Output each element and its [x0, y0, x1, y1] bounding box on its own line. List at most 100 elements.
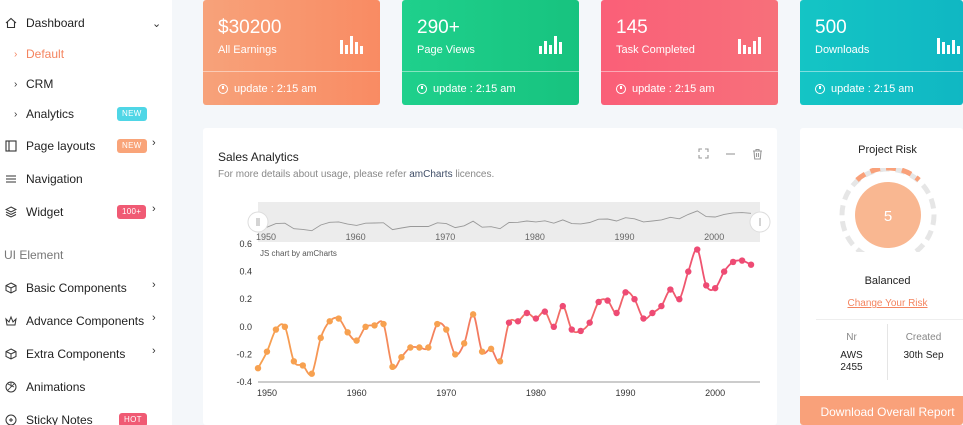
data-point [478, 348, 486, 355]
stat-card-downloads: 500 Downloads update : 2:15 am [800, 0, 963, 105]
sidebar-item-default[interactable]: › Default [0, 41, 172, 67]
card-divider [203, 71, 380, 72]
data-point [389, 363, 396, 371]
sidebar-item-label: Extra Components [26, 347, 126, 361]
data-point [577, 327, 584, 335]
x-tick-label: 2000 [705, 388, 725, 398]
x-tick-label: 1980 [526, 388, 546, 398]
change-risk-link[interactable]: Change Your Risk [847, 298, 928, 309]
data-point [443, 326, 450, 333]
series-line [257, 248, 752, 376]
card-title: Sales Analytics [218, 150, 299, 164]
stat-card-page-views: 290+ Page Views update : 2:15 am [402, 0, 579, 105]
y-tick-label: 0.4 [239, 267, 252, 277]
sidebar-item-widget[interactable]: Widget 100+ › [0, 199, 172, 225]
update-row: update : 2:15 am [218, 83, 317, 95]
minimize-icon[interactable] [725, 148, 736, 163]
box-icon [4, 281, 18, 295]
fullscreen-icon[interactable] [698, 148, 709, 163]
data-point [299, 362, 307, 369]
chevron-right-icon: › [14, 48, 18, 60]
chevron-down-icon: ⌄ [152, 17, 162, 30]
data-point [720, 268, 728, 275]
sidebar-item-advance-components[interactable]: Advance Components › [0, 308, 172, 334]
sidebar-item-page-layouts[interactable]: Page layouts NEW › [0, 133, 172, 159]
data-point [541, 308, 549, 315]
nr-column: Nr AWS 2455 [808, 332, 895, 374]
card-tools [698, 148, 763, 163]
amcharts-link[interactable]: amCharts [409, 169, 453, 180]
home-icon [4, 16, 18, 30]
chevron-right-icon: › [14, 78, 18, 90]
sidebar-item-animations[interactable]: Animations [0, 374, 172, 400]
x-tick-label: 1960 [347, 388, 367, 398]
card-title: Project Risk [858, 144, 917, 156]
stat-card-earnings: $30200 All Earnings update : 2:15 am [203, 0, 380, 105]
sidebar-item-navigation[interactable]: Navigation [0, 166, 172, 192]
data-point [559, 302, 566, 310]
stat-value: $30200 [218, 17, 282, 38]
stat-label: Task Completed [616, 44, 695, 56]
update-text: update : 2:15 am [433, 83, 516, 95]
sticky-note-icon [4, 413, 18, 425]
y-tick-label: 0.0 [239, 322, 252, 332]
data-point [290, 358, 298, 365]
sidebar-item-label: Advance Components [26, 314, 145, 328]
nr-value-line: 2455 [840, 362, 863, 373]
data-point [595, 298, 602, 306]
layers-icon [4, 205, 18, 219]
data-point [640, 315, 647, 322]
data-point [711, 284, 719, 292]
data-point [604, 297, 611, 304]
update-text: update : 2:15 am [831, 83, 914, 95]
chevron-right-icon: › [152, 345, 156, 357]
divider [816, 319, 963, 320]
clock-icon [218, 84, 228, 94]
data-point [622, 289, 629, 296]
sidebar: Dashboard ⌄ › Default › CRM › Analytics … [0, 0, 172, 425]
data-point [416, 344, 423, 351]
data-point [308, 370, 315, 377]
sidebar-item-extra-components[interactable]: Extra Components › [0, 341, 172, 367]
download-report-button[interactable]: Download Overall Report [800, 396, 963, 425]
new-badge: NEW [117, 107, 147, 121]
desc-text: licences. [452, 169, 495, 180]
scrollbar-handle-left [247, 211, 269, 233]
trash-icon[interactable] [752, 148, 763, 163]
gift-icon [4, 314, 18, 328]
x-tick-label: 1950 [257, 388, 277, 398]
sidebar-item-basic-components[interactable]: Basic Components › [0, 275, 172, 301]
sidebar-item-label: Animations [26, 380, 86, 394]
nr-value-line: AWS [840, 350, 863, 361]
data-point [694, 246, 701, 253]
data-point [685, 268, 692, 275]
scrollbar-tick-label: 1950 [256, 232, 276, 242]
y-tick-label: -0.2 [236, 349, 252, 359]
data-point [380, 320, 387, 328]
hot-badge: HOT [119, 413, 147, 425]
sidebar-item-analytics[interactable]: › Analytics NEW [0, 101, 172, 127]
data-point [729, 258, 737, 266]
bar-chart-icon [539, 36, 562, 54]
update-text: update : 2:15 am [632, 83, 715, 95]
divider [887, 324, 888, 380]
menu-icon [4, 172, 18, 186]
data-point [326, 318, 333, 325]
sidebar-item-label: Default [26, 47, 65, 61]
sidebar-item-sticky-notes[interactable]: Sticky Notes HOT [0, 407, 172, 425]
stat-card-tasks: 145 Task Completed update : 2:15 am [601, 0, 778, 105]
sidebar-item-dashboard[interactable]: Dashboard ⌄ [0, 10, 172, 36]
sidebar-item-label: Dashboard [26, 16, 85, 30]
clock-icon [616, 84, 626, 94]
data-point [649, 309, 656, 317]
sidebar-item-crm[interactable]: › CRM [0, 71, 172, 97]
scrollbar-tick-label: 1990 [615, 232, 635, 242]
y-tick-label: -0.4 [236, 377, 252, 387]
bar-chart-icon [738, 37, 761, 54]
chevron-right-icon: › [152, 279, 156, 291]
card-description: For more details about usage, please ref… [218, 169, 494, 180]
data-point [469, 311, 477, 318]
desc-text: For more details about usage, please ref… [218, 169, 410, 180]
sidebar-item-label: Basic Components [26, 281, 127, 295]
stat-label: All Earnings [218, 44, 277, 56]
